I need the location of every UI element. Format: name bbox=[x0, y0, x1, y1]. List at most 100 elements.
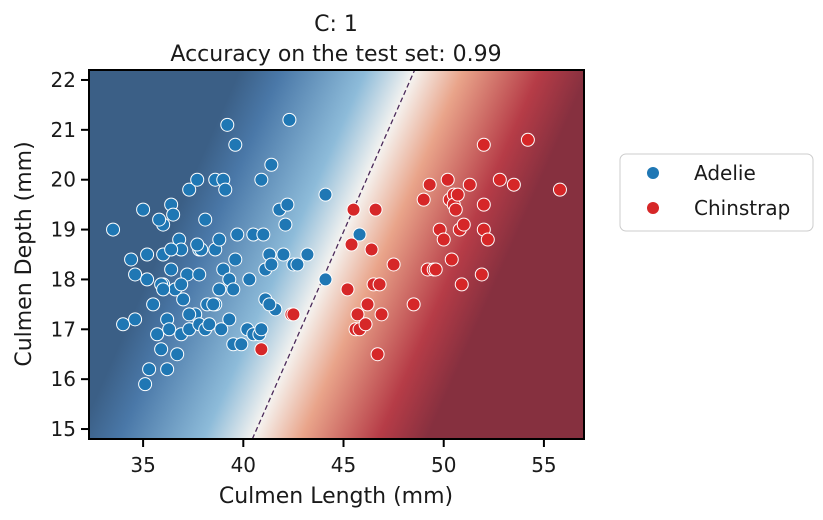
data-point-adelie bbox=[166, 207, 181, 222]
data-point-adelie bbox=[212, 282, 227, 297]
data-point-adelie bbox=[290, 257, 305, 272]
data-point-chinstrap bbox=[350, 307, 365, 322]
data-point-adelie bbox=[164, 242, 179, 257]
x-axis-label: Culmen Length (mm) bbox=[219, 484, 453, 509]
data-point-adelie bbox=[318, 187, 333, 202]
data-point-adelie bbox=[212, 232, 227, 247]
chart-title: C: 1 bbox=[314, 12, 358, 37]
data-point-adelie bbox=[256, 227, 271, 242]
data-point-adelie bbox=[300, 247, 315, 262]
data-point-adelie bbox=[128, 312, 143, 327]
legend: Adelie Chinstrap bbox=[619, 153, 814, 232]
test-point-adelie bbox=[319, 273, 331, 285]
test-point-chinstrap bbox=[287, 308, 299, 320]
data-point-adelie bbox=[228, 137, 243, 152]
data-point-adelie bbox=[264, 257, 279, 272]
x-tick-label: 40 bbox=[231, 453, 256, 477]
data-point-adelie bbox=[140, 272, 155, 287]
data-point-chinstrap bbox=[456, 217, 471, 232]
data-point-adelie bbox=[174, 277, 189, 292]
legend-marker-adelie bbox=[647, 167, 659, 179]
data-point-chinstrap bbox=[552, 182, 567, 197]
legend-label-chinstrap: Chinstrap bbox=[694, 196, 790, 220]
data-point-chinstrap bbox=[406, 297, 421, 312]
data-point-chinstrap bbox=[422, 177, 437, 192]
data-point-adelie bbox=[182, 182, 197, 197]
x-tick-label: 35 bbox=[130, 453, 155, 477]
y-tick-label: 16 bbox=[51, 367, 76, 391]
data-point-adelie bbox=[230, 227, 245, 242]
data-point-adelie bbox=[264, 157, 279, 172]
data-point-chinstrap bbox=[492, 172, 507, 187]
data-point-chinstrap bbox=[450, 187, 465, 202]
data-point-chinstrap bbox=[340, 282, 355, 297]
data-point-chinstrap bbox=[364, 242, 379, 257]
y-tick-label: 20 bbox=[51, 168, 76, 192]
data-point-adelie bbox=[176, 292, 191, 307]
y-tick-label: 22 bbox=[51, 68, 76, 92]
data-point-adelie bbox=[278, 217, 293, 232]
data-point-chinstrap bbox=[474, 267, 489, 282]
legend-label-adelie: Adelie bbox=[694, 161, 756, 185]
data-point-chinstrap bbox=[444, 252, 459, 267]
x-axis-ticks: 35 40 45 50 55 bbox=[130, 439, 557, 477]
data-point-adelie bbox=[282, 112, 297, 127]
data-point-adelie bbox=[128, 267, 143, 282]
data-point-adelie bbox=[138, 377, 153, 392]
y-tick-label: 15 bbox=[51, 417, 76, 441]
data-point-adelie bbox=[164, 262, 179, 277]
data-point-adelie bbox=[106, 222, 121, 237]
chart-subtitle: Accuracy on the test set: 0.99 bbox=[170, 42, 501, 67]
data-point-chinstrap bbox=[358, 317, 373, 332]
data-point-adelie bbox=[150, 327, 165, 342]
data-point-adelie bbox=[276, 247, 291, 262]
data-point-adelie bbox=[152, 212, 167, 227]
data-point-adelie bbox=[170, 347, 185, 362]
data-point-chinstrap bbox=[454, 277, 469, 292]
data-point-adelie bbox=[228, 252, 243, 267]
data-point-adelie bbox=[116, 317, 131, 332]
test-point-adelie bbox=[354, 229, 366, 241]
data-point-adelie bbox=[182, 307, 197, 322]
data-point-adelie bbox=[190, 237, 205, 252]
data-point-chinstrap bbox=[360, 297, 375, 312]
plot-frame bbox=[88, 69, 585, 440]
test-point-chinstrap bbox=[346, 239, 358, 251]
data-point-chinstrap bbox=[462, 177, 477, 192]
data-point-adelie bbox=[214, 322, 229, 337]
data-point-adelie bbox=[220, 117, 235, 132]
data-point-adelie bbox=[124, 252, 139, 267]
data-point-chinstrap bbox=[440, 172, 455, 187]
data-point-chinstrap bbox=[416, 192, 431, 207]
data-point-adelie bbox=[146, 297, 161, 312]
scatter-points bbox=[106, 112, 567, 392]
x-tick-label: 45 bbox=[331, 453, 356, 477]
data-point-adelie bbox=[154, 342, 169, 357]
data-point-adelie bbox=[140, 247, 155, 262]
data-point-adelie bbox=[202, 317, 217, 332]
y-axis-label: Culmen Depth (mm) bbox=[12, 141, 37, 366]
data-point-chinstrap bbox=[476, 197, 491, 212]
test-point-chinstrap bbox=[255, 343, 267, 355]
legend-frame bbox=[619, 153, 814, 232]
data-point-chinstrap bbox=[520, 132, 535, 147]
data-point-chinstrap bbox=[368, 202, 383, 217]
data-point-adelie bbox=[136, 202, 151, 217]
y-axis-ticks: 15 16 17 18 19 20 21 22 bbox=[51, 68, 89, 441]
data-point-chinstrap bbox=[476, 137, 491, 152]
data-point-chinstrap bbox=[436, 232, 451, 247]
data-point-adelie bbox=[226, 282, 241, 297]
data-point-chinstrap bbox=[374, 307, 389, 322]
data-point-adelie bbox=[160, 362, 175, 377]
data-point-adelie bbox=[142, 362, 157, 377]
data-point-adelie bbox=[156, 282, 171, 297]
data-point-chinstrap bbox=[386, 257, 401, 272]
data-point-adelie bbox=[234, 337, 249, 352]
data-point-chinstrap bbox=[428, 262, 443, 277]
data-point-chinstrap bbox=[448, 202, 463, 217]
data-point-chinstrap bbox=[370, 347, 385, 362]
data-point-chinstrap bbox=[480, 232, 495, 247]
data-point-adelie bbox=[190, 172, 205, 187]
x-tick-label: 55 bbox=[531, 453, 556, 477]
